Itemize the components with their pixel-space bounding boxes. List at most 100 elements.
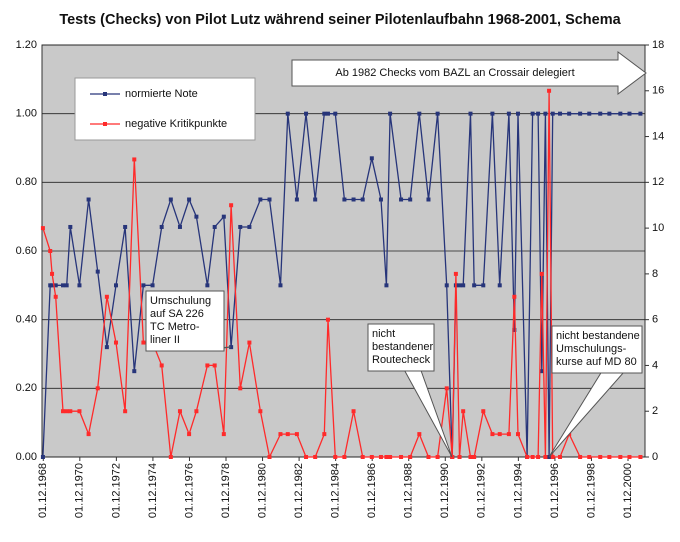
data-point [360, 197, 365, 202]
data-point [40, 455, 45, 459]
data-point [536, 455, 541, 459]
x-tick-label: 01.12.1982 [293, 463, 305, 518]
data-point [512, 294, 517, 299]
data-point [205, 363, 210, 368]
data-point [238, 224, 243, 229]
data-point [325, 111, 330, 116]
y2-tick-label: 16 [652, 85, 664, 97]
callout-text: nicht [372, 328, 395, 340]
data-point [543, 111, 548, 116]
data-point [333, 455, 338, 459]
data-point [48, 249, 53, 253]
data-point [461, 409, 466, 414]
x-tick-label: 01.12.1988 [403, 463, 415, 518]
data-point [607, 455, 612, 459]
data-point [64, 283, 69, 288]
callout-text: bestandener [372, 341, 433, 353]
data-point [205, 283, 210, 288]
data-point [342, 455, 347, 459]
data-point [490, 432, 495, 437]
callout-text: Routecheck [372, 354, 431, 366]
data-point [285, 432, 290, 437]
y2-tick-label: 0 [652, 451, 658, 463]
data-point [578, 455, 583, 459]
data-point [221, 214, 226, 219]
data-point [168, 197, 173, 202]
data-point [550, 111, 555, 116]
data-point [313, 455, 318, 459]
data-point [444, 386, 449, 391]
data-point [114, 283, 119, 288]
data-point [294, 432, 299, 437]
data-point [159, 224, 164, 229]
y2-tick-label: 12 [652, 176, 664, 188]
data-point [388, 111, 393, 116]
data-point [278, 432, 283, 437]
data-point [450, 455, 455, 459]
data-point [194, 409, 199, 414]
data-point [506, 432, 511, 437]
data-point [187, 197, 192, 202]
data-point [294, 197, 299, 202]
data-point [558, 111, 563, 116]
y2-tick-label: 6 [652, 314, 658, 326]
data-point [247, 224, 252, 229]
data-point [598, 455, 603, 459]
x-tick-label: 01.12.1978 [220, 463, 232, 518]
y2-tick-label: 14 [652, 130, 664, 142]
data-point [325, 317, 330, 322]
x-tick-label: 01.12.2000 [622, 463, 634, 518]
x-tick-label: 01.12.1976 [183, 463, 195, 518]
data-point [457, 455, 462, 459]
data-point [384, 455, 389, 459]
data-point [342, 197, 347, 202]
chart-title: Tests (Checks) von Pilot Lutz während se… [59, 12, 621, 28]
data-point [558, 455, 563, 459]
data-point [539, 271, 544, 276]
x-tick-label: 01.12.1980 [256, 463, 268, 518]
data-point [547, 88, 552, 93]
data-point [638, 455, 643, 459]
data-point [490, 111, 495, 116]
data-point [95, 269, 100, 274]
data-point [123, 409, 128, 414]
data-point [68, 224, 73, 229]
data-point [384, 283, 389, 288]
data-point [457, 283, 462, 288]
data-point [123, 224, 128, 229]
data-point [587, 111, 592, 116]
data-point [399, 197, 404, 202]
data-point [212, 224, 217, 229]
data-point [40, 226, 45, 231]
series-line [42, 90, 641, 460]
data-point [472, 283, 477, 288]
data-point [221, 432, 226, 437]
data-point [530, 455, 535, 459]
data-point [333, 111, 338, 116]
data-point [516, 111, 521, 116]
data-point [304, 455, 309, 459]
y-tick-label: 0.60 [16, 245, 37, 257]
data-point [607, 111, 612, 116]
data-point [378, 455, 383, 459]
data-point [150, 283, 155, 288]
callout-text: TC Metro- [150, 321, 200, 333]
x-tick-label: 01.12.1970 [74, 463, 86, 518]
legend-label: normierte Note [125, 88, 198, 100]
data-point [104, 345, 109, 350]
data-point [444, 283, 449, 288]
x-tick-label: 01.12.1992 [476, 463, 488, 518]
legend-marker [103, 122, 107, 126]
data-point [132, 369, 137, 374]
data-point [435, 111, 440, 116]
data-point [461, 283, 466, 288]
x-tick-label: 01.12.1990 [439, 463, 451, 518]
data-point [481, 409, 486, 414]
data-point [598, 111, 603, 116]
data-point [322, 111, 327, 116]
data-point [638, 111, 643, 116]
y2-tick-label: 10 [652, 222, 664, 234]
callout-text: liner II [150, 334, 180, 346]
data-point [388, 455, 393, 459]
data-point [543, 455, 548, 459]
